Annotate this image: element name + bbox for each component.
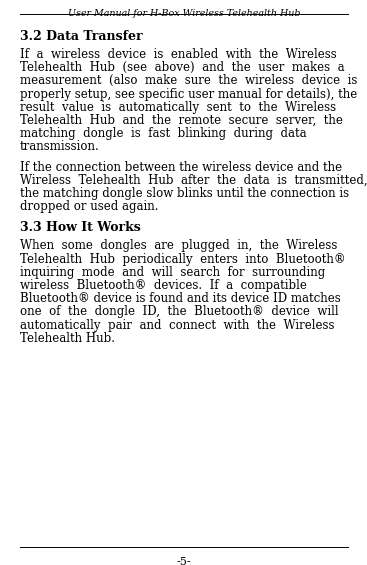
- Text: the matching dongle slow blinks until the connection is: the matching dongle slow blinks until th…: [20, 187, 349, 200]
- Text: automatically  pair  and  connect  with  the  Wireless: automatically pair and connect with the …: [20, 319, 334, 332]
- Text: If the connection between the wireless device and the: If the connection between the wireless d…: [20, 160, 342, 173]
- Text: wireless  Bluetooth®  devices.  If  a  compatible: wireless Bluetooth® devices. If a compat…: [20, 279, 307, 292]
- Text: matching  dongle  is  fast  blinking  during  data: matching dongle is fast blinking during …: [20, 127, 306, 140]
- Text: User Manual for H-Box Wireless Telehealth Hub: User Manual for H-Box Wireless Telehealt…: [68, 9, 300, 18]
- Text: Telehealth  Hub  and  the  remote  secure  server,  the: Telehealth Hub and the remote secure ser…: [20, 114, 343, 127]
- Text: 3.3 How It Works: 3.3 How It Works: [20, 221, 141, 234]
- Text: inquiring  mode  and  will  search  for  surrounding: inquiring mode and will search for surro…: [20, 266, 325, 279]
- Text: properly setup, see specific user manual for details), the: properly setup, see specific user manual…: [20, 88, 357, 101]
- Text: one  of  the  dongle  ID,  the  Bluetooth®  device  will: one of the dongle ID, the Bluetooth® dev…: [20, 306, 339, 319]
- Text: Telehealth Hub.: Telehealth Hub.: [20, 332, 115, 345]
- Text: measurement  (also  make  sure  the  wireless  device  is: measurement (also make sure the wireless…: [20, 75, 357, 88]
- Text: dropped or used again.: dropped or used again.: [20, 200, 159, 213]
- Text: When  some  dongles  are  plugged  in,  the  Wireless: When some dongles are plugged in, the Wi…: [20, 240, 337, 253]
- Text: 3.2 Data Transfer: 3.2 Data Transfer: [20, 30, 143, 43]
- Text: Telehealth  Hub  (see  above)  and  the  user  makes  a: Telehealth Hub (see above) and the user …: [20, 61, 345, 74]
- Text: If  a  wireless  device  is  enabled  with  the  Wireless: If a wireless device is enabled with the…: [20, 48, 337, 61]
- Text: transmission.: transmission.: [20, 140, 100, 154]
- Text: Wireless  Telehealth  Hub  after  the  data  is  transmitted,: Wireless Telehealth Hub after the data i…: [20, 174, 367, 187]
- Text: result  value  is  automatically  sent  to  the  Wireless: result value is automatically sent to th…: [20, 101, 336, 114]
- Text: Telehealth  Hub  periodically  enters  into  Bluetooth®: Telehealth Hub periodically enters into …: [20, 253, 346, 266]
- Text: Bluetooth® device is found and its device ID matches: Bluetooth® device is found and its devic…: [20, 292, 341, 305]
- Text: -5-: -5-: [177, 557, 191, 565]
